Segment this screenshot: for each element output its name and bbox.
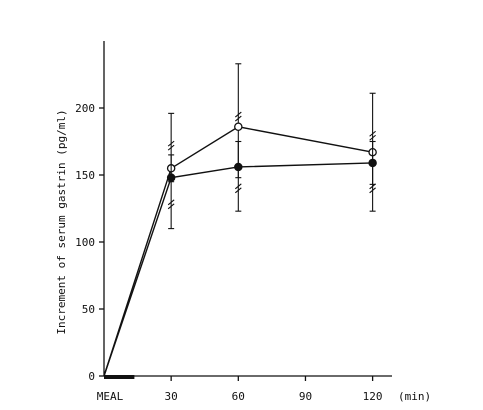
axis-break-mark — [167, 144, 175, 151]
axis-break-mark — [234, 183, 242, 190]
y-axis-label: Increment of serum gastrin (pg/ml) — [55, 109, 68, 334]
x-tick-label: 30 — [165, 390, 178, 403]
x-tick-label: 90 — [299, 390, 312, 403]
y-tick-label: 200 — [75, 102, 95, 115]
y-tick-label: 150 — [75, 169, 95, 182]
filled-circle-point — [166, 173, 176, 182]
axis-break-mark — [234, 187, 242, 194]
series-layer — [103, 63, 377, 377]
x-tick-label: MEAL — [97, 390, 124, 403]
x-tick-label: 60 — [232, 390, 245, 403]
ticks: 0 50 100 150 200 MEAL 30 60 90 120 — [75, 102, 382, 403]
filled-circle-point — [368, 158, 377, 168]
axis-break-mark — [234, 111, 242, 118]
axis-break-mark — [369, 134, 376, 141]
filled-circle-point — [234, 162, 243, 172]
y-tick-label: 50 — [82, 303, 95, 316]
axes — [103, 41, 392, 379]
y-tick-label: 100 — [75, 236, 95, 249]
meal-bar — [104, 375, 135, 379]
series-line — [103, 126, 373, 377]
x-tick-label: 120 — [363, 390, 383, 403]
x-axis-unit-label: (min) — [398, 390, 431, 403]
axis-break-mark — [369, 187, 376, 194]
axis-break-mark — [167, 203, 175, 210]
axis-break-mark — [167, 199, 175, 206]
y-tick-label: 0 — [88, 370, 95, 383]
axis-break-mark — [234, 115, 242, 122]
series-line — [103, 162, 373, 377]
axis-break-mark — [369, 130, 376, 137]
open-circle-point — [234, 122, 243, 132]
axis-break-mark — [369, 183, 376, 190]
axis-break-mark — [167, 140, 175, 147]
